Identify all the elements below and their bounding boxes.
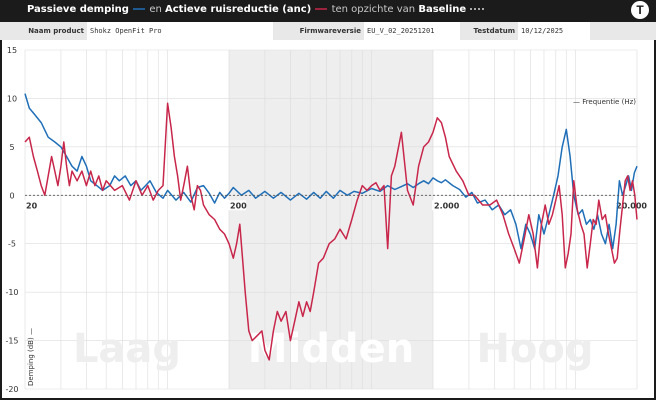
title-en: en [149, 4, 162, 15]
series-line-passieve-demping [24, 93, 638, 250]
header: Passieve demping en Actieve ruisreductie… [0, 0, 656, 22]
x-tick-bg [432, 200, 460, 211]
anc-legend-swatch [315, 8, 328, 10]
chart: Laag Midden Hoog 15 10 5 0 -5 -10 -15 -20 20 200 2.00… [0, 40, 656, 400]
y-tick-label: 10 [7, 94, 17, 103]
region-shade-1 [229, 50, 433, 389]
brand-logo-icon: T [631, 1, 649, 19]
y-tick-label: -10 [5, 288, 18, 297]
title-baseline: Baseline [418, 4, 467, 15]
date-label: Testdatum [460, 22, 518, 40]
info-bar-filler [590, 22, 656, 40]
passive-legend-swatch [133, 8, 146, 10]
info-bar: Naam product Shokz OpenFit Pro Firmwarev… [0, 22, 656, 40]
y-tick-label: -15 [5, 337, 18, 346]
y-tick-label: 15 [7, 46, 17, 55]
baseline-legend-swatch [470, 8, 485, 10]
y-tick-label: 5 [9, 143, 14, 152]
x-tick-label: 200 [230, 201, 247, 210]
y-tick-label: -5 [8, 240, 16, 249]
title-passive: Passieve demping [27, 4, 129, 15]
series-line-actieve-ruisreductie-anc [24, 102, 638, 361]
region-label-laag: Laag [73, 326, 181, 372]
x-tick-bg [605, 200, 638, 211]
title-anc: Actieve ruisreductie (anc) [165, 4, 312, 15]
x-tick-bg [24, 200, 37, 211]
x-tick-label: 20 [26, 201, 38, 210]
product-label: Naam product [0, 22, 87, 40]
x-axis-label: — Frequentie (Hz) [573, 98, 636, 106]
product-value: Shokz OpenFit Pro [90, 27, 162, 35]
x-tick-label: 20.000 [616, 201, 647, 210]
chart-title: Passieve demping en Actieve ruisreductie… [27, 4, 485, 15]
y-axis-label: Demping (dB) — [27, 328, 35, 386]
y-tick-label: 0 [9, 191, 14, 200]
title-ten-opzichte-van: ten opzichte van [331, 4, 416, 15]
x-tick-bg [228, 200, 246, 211]
x-tick-label: 2.000 [434, 201, 460, 210]
y-tick-label: -20 [5, 385, 18, 394]
date-value: 10/12/2025 [521, 27, 564, 35]
region-label-hoog: Hoog [476, 326, 593, 372]
firmware-label: Firmwareversie [273, 22, 364, 40]
region-label-midden: Midden [248, 326, 414, 372]
firmware-value: EU_V_02_20251201 [367, 27, 435, 35]
